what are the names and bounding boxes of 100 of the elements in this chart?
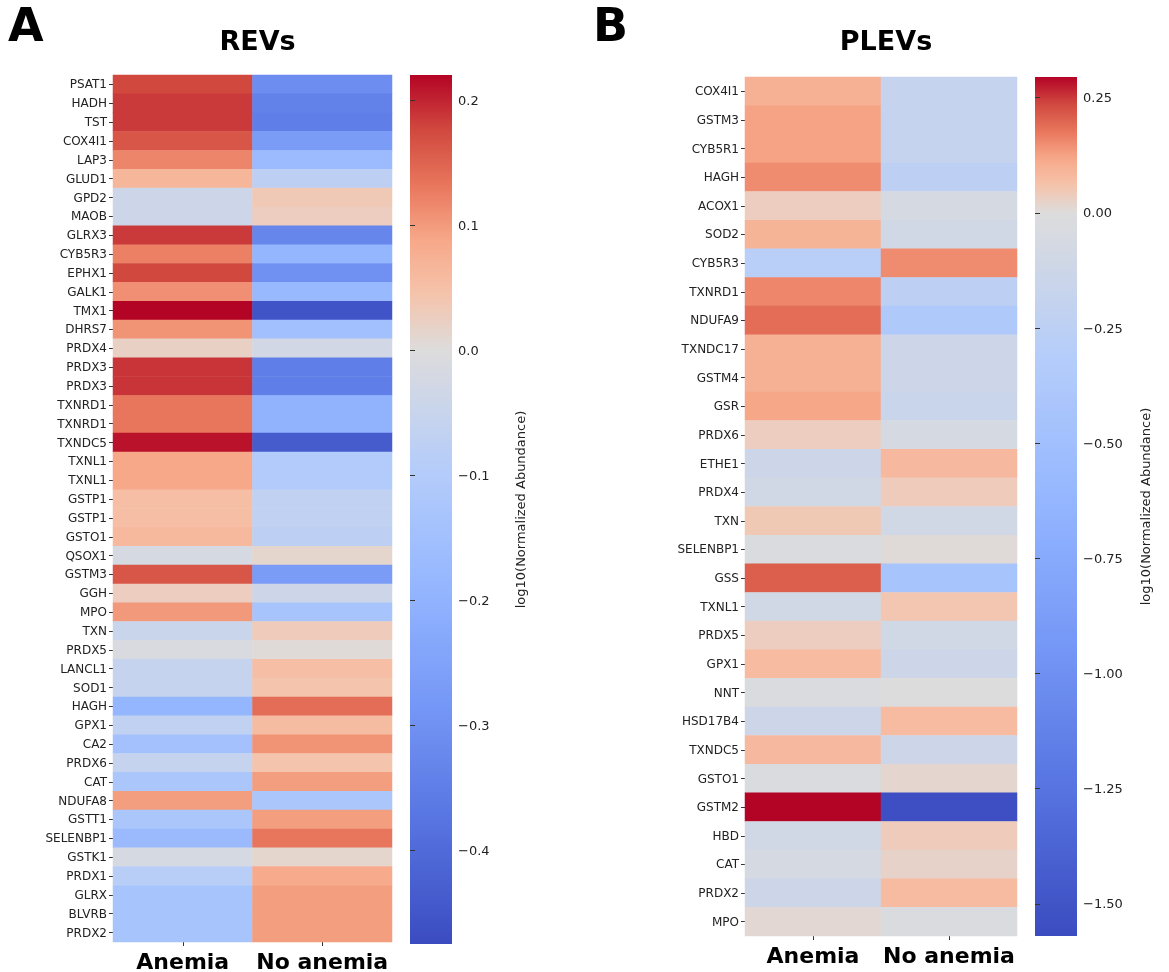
y-tick-label: NDUFA8 [58, 793, 107, 808]
y-tick-label: GLRX [74, 887, 107, 902]
y-tick-label: ETHE1 [699, 456, 739, 471]
y-tick-label: COX4I1 [62, 133, 107, 148]
y-tick-label: GLRX3 [66, 228, 107, 243]
color-bar-label: −0.2 [458, 592, 490, 608]
y-tick-label: MPO [711, 914, 739, 929]
color-bar-label: −1.00 [1083, 665, 1123, 681]
color-bar-label: −0.1 [458, 467, 490, 483]
color-bar-label: −0.50 [1083, 435, 1123, 451]
y-tick-label: LAP3 [76, 152, 107, 167]
y-tick-label: HSD17B4 [681, 714, 739, 729]
color-bar-label: 0.0 [458, 342, 479, 358]
color-bar-title: log10(Normalized Abundance) [1138, 407, 1153, 606]
y-tick-label: TXNRD1 [56, 397, 107, 412]
y-tick-label: GSTP1 [67, 510, 107, 525]
text: A [8, 0, 44, 52]
y-tick-label: LANCL1 [60, 661, 107, 676]
y-tick-label: GSTM2 [696, 800, 739, 815]
x-tick-label: No anemia [256, 948, 389, 972]
y-tick-label: GSTK1 [67, 850, 107, 865]
y-tick-label: GSTO1 [697, 771, 739, 786]
y-tick-label: HAGH [71, 699, 107, 714]
color-bar-label: −0.3 [458, 717, 490, 733]
x-tick-label: Anemia [136, 948, 230, 972]
y-tick-label: SELENBP1 [677, 542, 739, 557]
y-tick-label: CAT [716, 857, 740, 872]
y-tick-label: SOD2 [705, 227, 739, 242]
color-bar-label: −0.25 [1083, 320, 1123, 336]
y-tick-label: DHRS7 [65, 322, 107, 337]
y-tick-label: GPX1 [706, 656, 739, 671]
color-bar-label: 0.1 [458, 217, 479, 233]
y-tick-label: HADH [71, 96, 107, 111]
y-tick-label: GPX1 [74, 718, 107, 733]
y-tick-label: CYB5R3 [59, 247, 107, 262]
color-bar-label: 0.2 [458, 92, 479, 108]
y-tick-label: GPD2 [73, 190, 107, 205]
y-tick-label: TXNL1 [67, 454, 107, 469]
y-tick-label: PRDX4 [66, 341, 107, 356]
y-tick-label: EPHX1 [67, 265, 107, 280]
y-tick-label: TXN [81, 624, 107, 639]
y-tick-label: GSTM3 [696, 112, 739, 127]
color-bar-label: −1.50 [1083, 896, 1123, 912]
y-tick-label: CAT [84, 774, 108, 789]
y-tick-label: GSTP1 [67, 492, 107, 507]
y-tick-label: TMX1 [72, 303, 107, 318]
x-tick-label: Anemia [766, 942, 860, 968]
y-tick-label: TXNL1 [67, 473, 107, 488]
color-bar-label: 0.00 [1083, 205, 1112, 221]
y-tick-label: HBD [712, 828, 739, 843]
y-tick-label: NNT [713, 685, 740, 700]
y-tick-label: GALK1 [67, 284, 107, 299]
y-tick-label: GSS [714, 571, 739, 586]
y-tick-label: BLVRB [68, 906, 107, 921]
y-tick-label: SOD1 [73, 680, 107, 695]
color-bar-label: −1.25 [1083, 781, 1123, 797]
y-tick-label: CYB5R1 [691, 141, 739, 156]
y-tick-label: GLUD1 [65, 171, 107, 186]
y-tick-label: TST [83, 115, 108, 130]
color-bar-label: 0.25 [1083, 90, 1112, 106]
y-tick-label: PRDX1 [66, 869, 107, 884]
y-tick-label: PRDX3 [66, 378, 107, 393]
y-tick-label: GSTT1 [68, 812, 107, 827]
y-tick-label: CA2 [82, 737, 107, 752]
y-tick-label: PRDX6 [66, 755, 107, 770]
y-tick-label: HAGH [703, 170, 739, 185]
y-tick-label: CYB5R3 [691, 256, 739, 271]
color-bar-label: −0.75 [1083, 550, 1123, 566]
color-bar-label: −0.4 [458, 842, 490, 858]
y-tick-label: TXNDC17 [680, 342, 739, 357]
y-tick-label: PRDX6 [698, 427, 739, 442]
y-tick-label: TXNRD1 [56, 416, 107, 431]
chart-title: PLEVs [839, 25, 933, 56]
y-tick-label: PRDX5 [66, 642, 107, 657]
y-tick-label: PRDX2 [698, 886, 739, 901]
y-tick-label: TXNRD1 [688, 284, 739, 299]
text: B [593, 0, 629, 52]
y-tick-label: COX4I1 [694, 84, 739, 99]
y-tick-label: PRDX2 [66, 925, 107, 940]
y-tick-label: MAOB [70, 209, 107, 224]
y-tick-label: ACOX1 [698, 198, 739, 213]
y-tick-label: NDUFA9 [690, 313, 739, 328]
y-tick-label: TXN [713, 513, 739, 528]
y-tick-label: GSTO1 [65, 529, 107, 544]
y-tick-label: PSAT1 [69, 77, 107, 92]
y-tick-label: GGH [79, 586, 107, 601]
y-tick-label: GSR [713, 399, 739, 414]
chart-title: REVs [219, 25, 296, 56]
y-tick-label: PRDX3 [66, 360, 107, 375]
x-tick-label: No anemia [883, 942, 1015, 968]
y-tick-label: TXNL1 [699, 599, 739, 614]
y-tick-label: GSTM3 [64, 567, 107, 582]
y-tick-label: TXNDC5 [56, 435, 107, 450]
y-tick-label: GSTM4 [696, 370, 739, 385]
y-tick-label: TXNDC5 [688, 742, 739, 757]
y-tick-label: QSOX1 [65, 548, 107, 563]
y-tick-label: SELENBP1 [45, 831, 107, 846]
color-bar-title: log10(Normalized Abundance) [513, 410, 528, 609]
y-tick-label: MPO [79, 605, 107, 620]
y-tick-label: PRDX5 [698, 628, 739, 643]
